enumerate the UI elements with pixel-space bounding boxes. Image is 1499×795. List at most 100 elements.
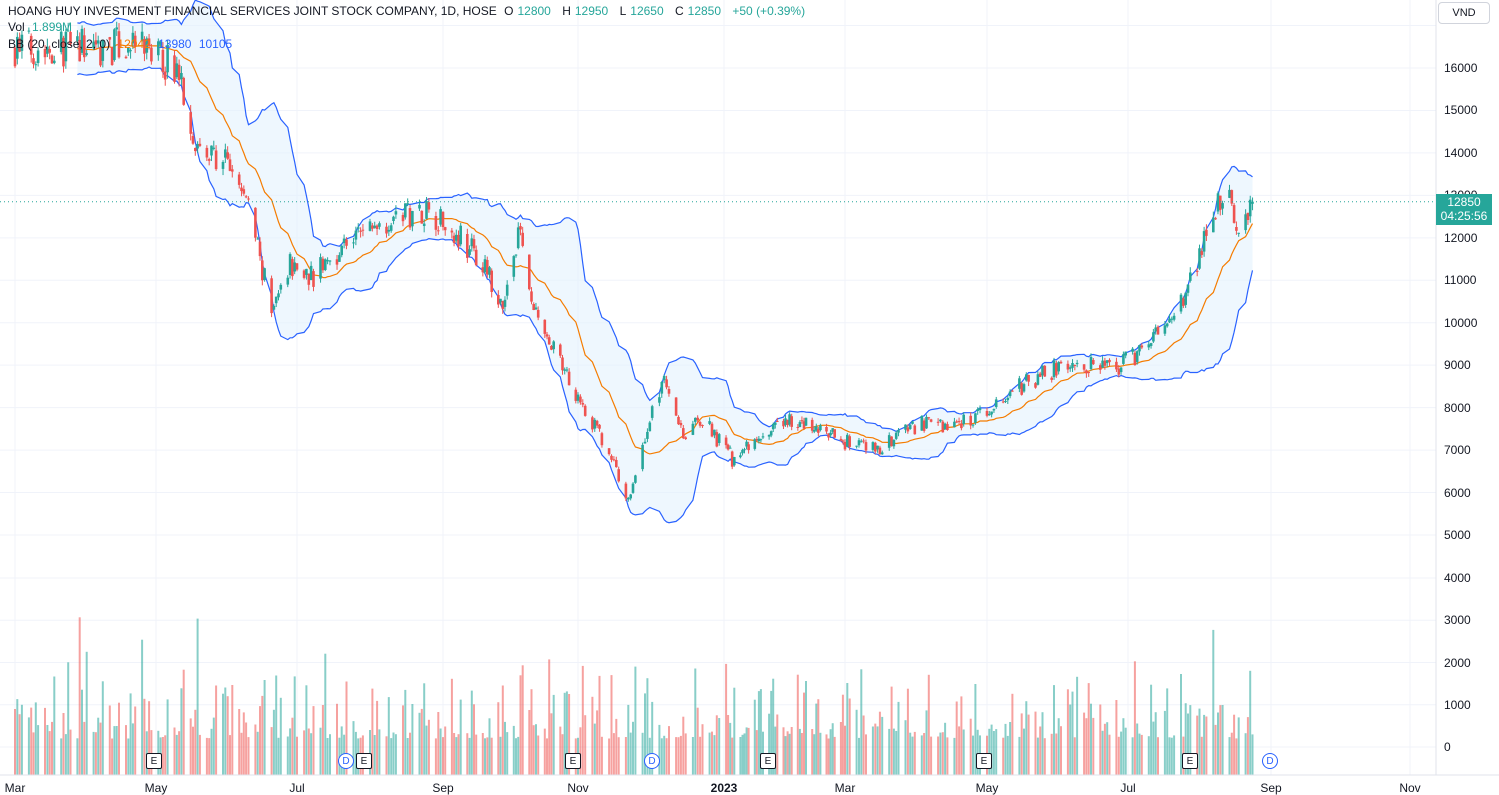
high-label: H 12950 bbox=[562, 4, 612, 18]
volume-bar bbox=[475, 734, 478, 775]
dividend-marker[interactable]: D bbox=[338, 753, 354, 769]
volume-legend[interactable]: Vol 1.899M bbox=[8, 19, 76, 35]
candle bbox=[242, 185, 246, 196]
candle bbox=[532, 302, 535, 311]
volume-bar bbox=[434, 738, 437, 775]
volume-bar bbox=[289, 728, 292, 775]
candle bbox=[543, 319, 547, 338]
volume-bar bbox=[1157, 737, 1159, 775]
volume-bar bbox=[1025, 701, 1028, 775]
volume-bar bbox=[559, 726, 562, 775]
candle bbox=[848, 434, 851, 451]
volume-bar bbox=[675, 737, 678, 775]
candle bbox=[1212, 211, 1215, 233]
volume-bar bbox=[30, 707, 33, 775]
candle bbox=[387, 225, 391, 236]
candle bbox=[943, 422, 947, 430]
volume-bar bbox=[1138, 733, 1141, 775]
price-tick-label: 15000 bbox=[1444, 103, 1478, 118]
candle bbox=[18, 32, 21, 53]
volume-bar bbox=[930, 736, 933, 775]
volume-bar bbox=[340, 726, 343, 775]
earnings-marker[interactable]: E bbox=[1182, 753, 1198, 769]
volume-bar bbox=[439, 728, 442, 775]
volume-bar bbox=[481, 733, 484, 775]
volume-bar bbox=[222, 693, 224, 775]
volume-bar bbox=[453, 733, 456, 775]
volume-bar bbox=[1071, 691, 1074, 775]
volume-bar bbox=[876, 726, 879, 775]
candle bbox=[1108, 358, 1111, 366]
bollinger-upper-value: 13980 bbox=[158, 37, 192, 51]
current-price-value: 12850 bbox=[1447, 194, 1481, 209]
dividend-marker[interactable]: D bbox=[1262, 753, 1278, 769]
bollinger-legend[interactable]: BB (20, close, 2, 0) 12042 13980 10105 bbox=[8, 36, 236, 52]
candle bbox=[277, 290, 280, 301]
candle bbox=[291, 256, 294, 280]
candle bbox=[1085, 369, 1088, 378]
volume-bar bbox=[210, 728, 213, 775]
candle bbox=[610, 454, 613, 463]
earnings-marker[interactable]: E bbox=[976, 753, 992, 769]
candle bbox=[307, 273, 311, 291]
volume-bar bbox=[60, 738, 63, 775]
candle bbox=[665, 375, 668, 390]
volume-bar bbox=[224, 687, 227, 775]
candle bbox=[501, 300, 505, 314]
candle bbox=[488, 265, 491, 279]
candle bbox=[205, 145, 209, 162]
volume-bar bbox=[296, 736, 298, 775]
candle bbox=[293, 257, 296, 275]
candle bbox=[295, 263, 299, 272]
volume-bar bbox=[173, 727, 176, 775]
bollinger-upper-line bbox=[77, 0, 1253, 433]
volume-bar bbox=[376, 700, 379, 775]
high-key: H bbox=[562, 4, 571, 18]
volume-bar bbox=[881, 716, 884, 775]
candle bbox=[559, 343, 562, 358]
candle bbox=[76, 30, 79, 46]
candle bbox=[263, 267, 266, 282]
volume-bar bbox=[660, 738, 663, 775]
volume-bar bbox=[713, 735, 716, 775]
candle bbox=[392, 215, 395, 225]
volume-bar bbox=[437, 712, 440, 775]
earnings-marker[interactable]: E bbox=[356, 753, 372, 769]
candle bbox=[1025, 372, 1028, 382]
volume-bar bbox=[1090, 703, 1092, 775]
volume-bar bbox=[701, 724, 704, 775]
candle bbox=[595, 419, 599, 429]
volume-bar bbox=[97, 717, 100, 775]
candle bbox=[459, 222, 462, 247]
candle bbox=[684, 436, 687, 440]
volume-bar bbox=[1087, 683, 1090, 775]
dividend-marker[interactable]: D bbox=[644, 753, 660, 769]
bollinger-basis-line bbox=[77, 43, 1254, 455]
volume-bar bbox=[1189, 705, 1192, 775]
candle bbox=[425, 196, 428, 220]
candle bbox=[974, 412, 977, 425]
candle bbox=[237, 171, 241, 189]
volume-bar bbox=[240, 732, 243, 775]
candle bbox=[127, 46, 130, 57]
volume-bar bbox=[833, 736, 836, 775]
currency-button[interactable]: VND bbox=[1438, 2, 1490, 24]
volume-bar bbox=[208, 738, 211, 775]
volume-bar bbox=[78, 617, 81, 775]
volume-bar bbox=[175, 734, 178, 775]
volume-bar bbox=[192, 726, 194, 775]
volume-bar bbox=[632, 721, 634, 775]
earnings-marker[interactable]: E bbox=[146, 753, 162, 769]
volume-bar bbox=[825, 734, 828, 775]
earnings-marker[interactable]: E bbox=[565, 753, 581, 769]
volume-bar bbox=[958, 726, 961, 775]
volume-bar bbox=[543, 728, 546, 775]
candle bbox=[319, 253, 322, 283]
earnings-marker[interactable]: E bbox=[760, 753, 776, 769]
candle bbox=[894, 430, 898, 441]
candle bbox=[1216, 191, 1220, 215]
candle bbox=[1075, 359, 1079, 368]
volume-bar bbox=[911, 736, 914, 775]
volume-bar bbox=[1124, 727, 1127, 775]
